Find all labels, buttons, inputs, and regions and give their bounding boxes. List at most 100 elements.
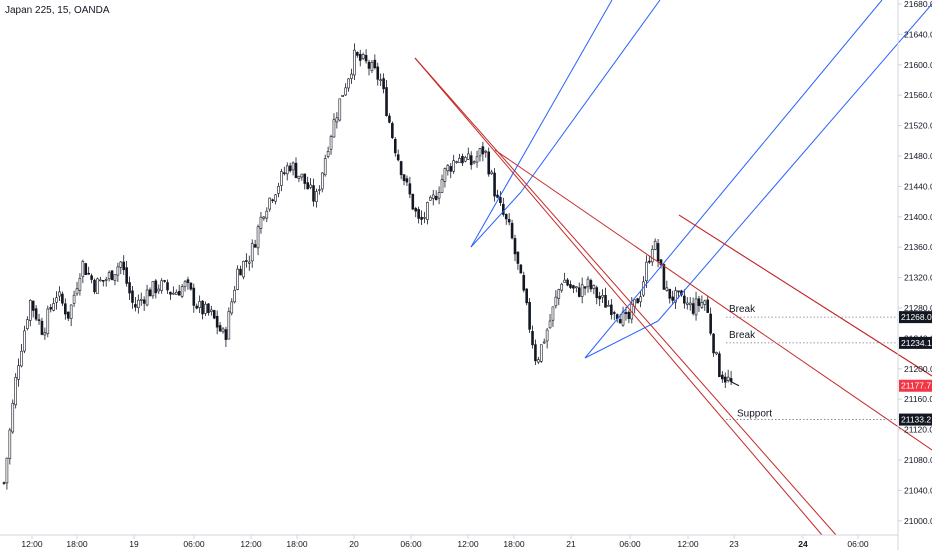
x-tick-label: 12:00 (240, 539, 262, 549)
candle-body (245, 260, 248, 262)
candle-body (388, 115, 391, 123)
candle-body (577, 287, 581, 297)
candle-body (265, 210, 269, 219)
candle-body (499, 196, 502, 204)
candle-body (166, 282, 169, 291)
channel-line-blue (657, 3, 932, 322)
candle-body (627, 311, 631, 319)
candle-body (534, 344, 537, 362)
x-tick-label: 06:00 (619, 539, 641, 549)
candle-body (46, 308, 50, 334)
candle-body (440, 179, 444, 193)
price-badge-label: 21268.0 (901, 312, 932, 322)
price-badge (899, 336, 932, 349)
level-lines-layer (726, 316, 898, 420)
candle-body (531, 331, 534, 346)
candle-body (393, 138, 397, 154)
x-tick-label: 12:00 (457, 539, 479, 549)
candle-body (607, 304, 610, 307)
candle-body (306, 182, 309, 190)
x-tick-label: 21 (566, 539, 576, 549)
y-tick-label: 21000.0 (904, 516, 932, 526)
candle-body (101, 280, 105, 282)
candle-body (172, 292, 175, 295)
price-badge-label: 21177.7 (901, 381, 931, 391)
candle-body (5, 457, 9, 484)
candle-body (204, 303, 207, 314)
candle-body (358, 53, 362, 61)
x-tick-label: 18:00 (286, 539, 308, 549)
candle-body (239, 268, 242, 276)
candle-body (618, 319, 622, 324)
candle-body (163, 280, 166, 282)
candle-body (142, 299, 146, 304)
candle-body (481, 146, 485, 155)
candle-body (8, 429, 12, 459)
candle-body (595, 287, 599, 298)
candle-body (318, 189, 321, 191)
candle-body (253, 244, 257, 248)
x-tick-label: 06:00 (847, 539, 869, 549)
candle-body (122, 261, 126, 271)
y-tick-label: 21600.0 (904, 60, 932, 70)
candle-body (566, 279, 569, 286)
candle-body (461, 156, 464, 164)
candle-body (137, 299, 140, 308)
candle-body (624, 312, 628, 315)
candle-body (650, 249, 654, 263)
candle-body (160, 280, 163, 291)
candle-body (487, 151, 491, 175)
candle-body (551, 306, 555, 321)
candle-body (344, 87, 347, 96)
candle-body (151, 281, 155, 297)
candle-body (26, 319, 29, 329)
candle-body (700, 301, 704, 308)
candle-body (288, 165, 292, 172)
candle-body (367, 61, 371, 69)
x-axis[interactable]: 12:00 18:00 19 06:00 12:00 18:00 20 06:00 12:00 1… (21, 535, 869, 549)
candle-body (469, 155, 473, 166)
candle-body (320, 172, 324, 190)
x-tick-label: 06:00 (400, 539, 422, 549)
x-tick-label: 19 (129, 539, 139, 549)
x-tick-label: 20 (349, 539, 359, 549)
candle-body (490, 171, 493, 175)
candle-body (683, 295, 686, 304)
candle-body (639, 296, 642, 303)
x-tick-label: 18:00 (66, 539, 88, 549)
candle-body (291, 162, 295, 171)
candle-body (218, 325, 222, 332)
candle-body (274, 194, 277, 202)
candle-body (148, 289, 152, 297)
candle-body (236, 268, 239, 290)
candle-body (297, 175, 301, 179)
y-tick-label: 21200.0 (904, 364, 932, 374)
candle-body (43, 332, 47, 336)
candle-body (335, 117, 339, 123)
candle-body (20, 350, 23, 367)
y-tick-label: 21040.0 (904, 485, 932, 495)
x-tick-label: 12:00 (677, 539, 699, 549)
candle-body (694, 298, 698, 316)
candle-body (11, 402, 15, 433)
candle-body (569, 284, 572, 288)
candle-body (58, 291, 61, 297)
candle-body (621, 311, 625, 326)
y-tick-label: 21080.0 (904, 455, 932, 465)
candle-body (186, 279, 190, 283)
candle-body (300, 173, 304, 178)
candle-body (75, 288, 79, 295)
y-tick-label: 21640.0 (904, 29, 932, 39)
candle-body (539, 344, 543, 362)
candle-body (283, 172, 286, 174)
candle-body (545, 329, 549, 342)
candle-body (636, 298, 639, 304)
candle-body (157, 288, 161, 292)
candle-body (697, 298, 701, 306)
candle-body (385, 87, 388, 117)
candle-body (493, 172, 496, 197)
candle-body (315, 191, 318, 202)
channel-lines-layer (414, 0, 932, 536)
candle-body (472, 161, 476, 164)
